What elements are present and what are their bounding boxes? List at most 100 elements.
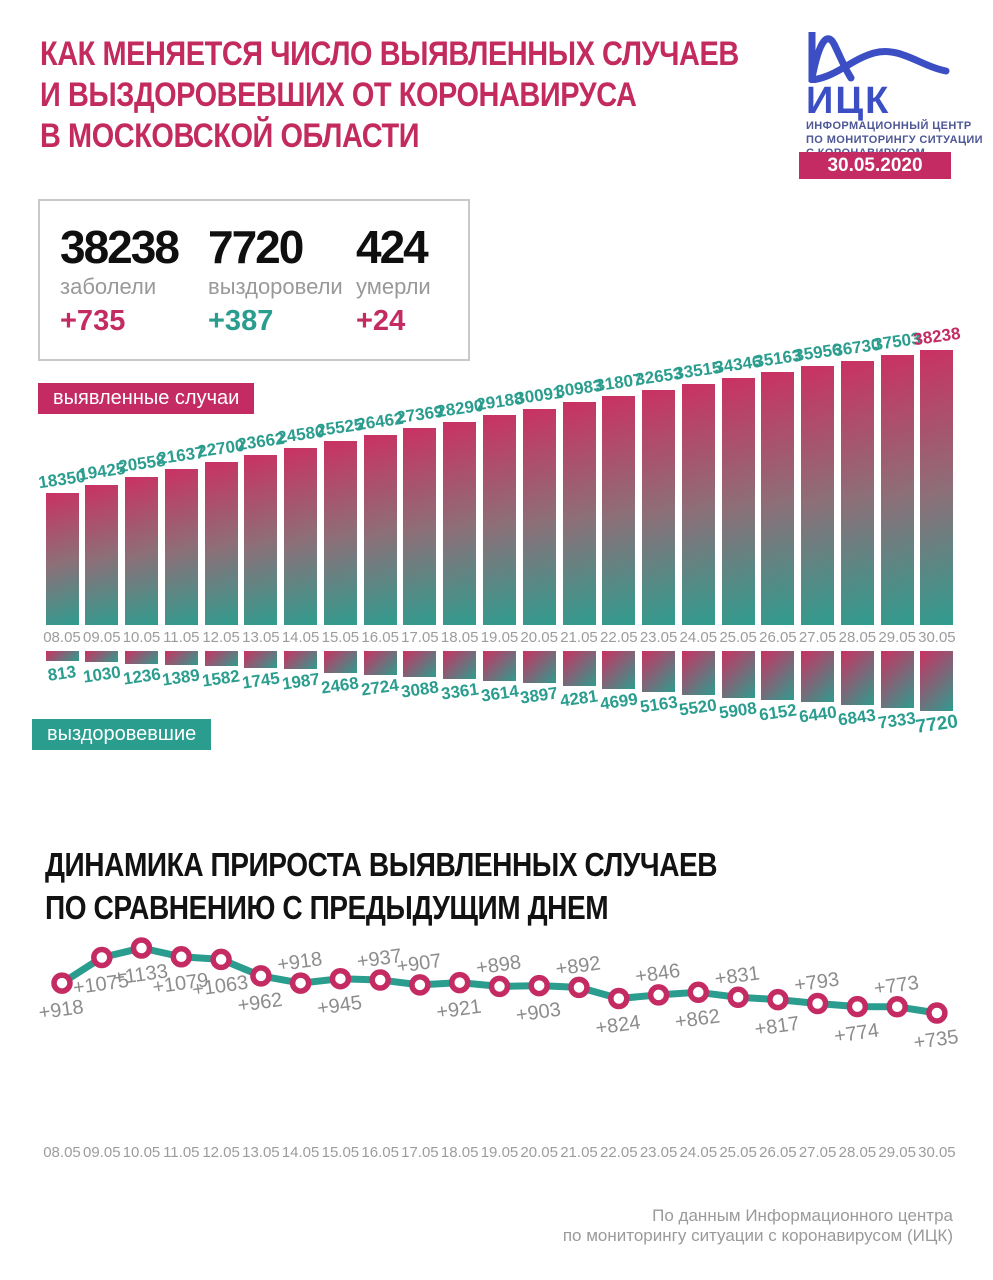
line-point-label: +892 <box>554 952 602 980</box>
detected-bar <box>125 477 158 625</box>
detected-cases-badge: выявленные случаи <box>38 383 255 414</box>
stat-infected: 38238 заболели +735 <box>60 223 208 359</box>
line-point <box>488 975 511 998</box>
line-point-label: +1079 <box>151 969 210 999</box>
date-label: 29.05 <box>878 1144 916 1161</box>
line-point-label: +1075 <box>72 970 131 1000</box>
detected-bar <box>403 428 437 625</box>
recovered-bar <box>403 651 437 677</box>
recovered-bar <box>602 651 636 689</box>
line-point <box>806 992 829 1015</box>
line-point <box>846 995 869 1018</box>
date-label: 13.05 <box>242 1144 280 1161</box>
detected-bar <box>85 485 119 625</box>
stat-infected-value: 38238 <box>60 221 180 273</box>
recovered-bar <box>125 651 158 664</box>
detected-bar <box>642 390 676 625</box>
detected-bar <box>801 366 835 625</box>
stat-died-label: умерли <box>356 274 431 299</box>
line-point-label: +898 <box>475 951 523 979</box>
recovered-bar <box>443 651 477 679</box>
stat-died-delta: +24 <box>356 305 406 337</box>
date-label: 12.05 <box>202 629 240 646</box>
date-label: 24.05 <box>679 1144 718 1161</box>
line-point-label: +862 <box>674 1005 722 1033</box>
recovered-bar <box>801 651 835 702</box>
line-point <box>448 971 471 994</box>
dynamics-title-line-2: ПО СРАВНЕНИЮ С ПРЕДЫДУЩИМ ДНЕМ <box>45 889 609 926</box>
line-point <box>170 946 193 968</box>
date-label: 23.05 <box>639 1144 678 1161</box>
recovered-bar <box>85 651 119 662</box>
date-badge: 30.05.2020 <box>799 152 951 179</box>
line-point-label: +817 <box>753 1013 801 1041</box>
detected-bar <box>244 455 278 625</box>
date-label: 14.05 <box>281 629 320 646</box>
detected-bar <box>880 355 914 625</box>
detected-bar <box>920 350 954 625</box>
date-label: 27.05 <box>798 1144 837 1161</box>
page-title-line-3: В МОСКОВСКОЙ ОБЛАСТИ <box>40 117 420 155</box>
date-label: 29.05 <box>878 629 916 646</box>
date-label: 23.05 <box>639 629 678 646</box>
detected-bar <box>164 469 198 625</box>
date-label: 08.05 <box>43 1144 81 1161</box>
date-label: 30.05 <box>918 629 956 646</box>
date-label: 21.05 <box>560 629 598 646</box>
date-label: 26.05 <box>759 629 797 646</box>
date-label: 25.05 <box>719 629 757 646</box>
logo-subtitle-line-1: ИНФОРМАЦИОННЫЙ ЦЕНТР <box>806 120 972 132</box>
stat-infected-delta: +735 <box>60 305 126 337</box>
stat-recovered-delta: +387 <box>208 305 274 337</box>
line-point <box>329 967 352 990</box>
date-label: 21.05 <box>560 1144 598 1161</box>
line-point-label: +831 <box>713 962 761 990</box>
line-point-label: +793 <box>793 969 841 997</box>
date-label: 09.05 <box>83 629 121 646</box>
logo-subtitle-line-2: ПО МОНИТОРИНГУ СИТУАЦИИ <box>806 133 983 146</box>
line-point-label: +846 <box>634 960 682 988</box>
recovered-bar <box>284 651 318 669</box>
date-label: 13.05 <box>242 629 280 646</box>
recovered-bar <box>642 651 676 692</box>
date-label: 15.05 <box>321 1144 360 1161</box>
line-point <box>250 965 272 987</box>
data-source-note: По данным Информационного центра по мони… <box>563 1206 953 1246</box>
recovered-bar <box>164 651 198 665</box>
stat-recovered-value: 7720 <box>208 221 304 273</box>
detected-bar <box>204 462 238 625</box>
line-point <box>608 987 630 1010</box>
line-point <box>289 972 312 994</box>
detected-bar <box>681 384 715 625</box>
recovered-bar <box>522 651 556 683</box>
detected-bar <box>562 402 596 625</box>
line-point <box>210 948 232 971</box>
recovered-bar <box>721 651 755 698</box>
line-point <box>528 974 550 997</box>
line-point <box>369 969 391 991</box>
date-label: 16.05 <box>361 1144 399 1161</box>
date-label: 17.05 <box>401 1144 439 1161</box>
detected-bar <box>761 372 795 625</box>
detected-bar <box>840 361 874 625</box>
date-label: 26.05 <box>759 1144 797 1161</box>
logo-curve-icon <box>808 32 950 83</box>
recovered-bar <box>681 651 715 695</box>
recovered-bar <box>761 651 795 700</box>
dynamics-chart-title: ДИНАМИКА ПРИРОСТА ВЫЯВЛЕННЫХ СЛУЧАЕВ ПО … <box>45 843 718 929</box>
detected-value-label: 38238 <box>912 323 962 350</box>
stat-died-value: 424 <box>356 221 429 273</box>
line-point-label: +945 <box>316 992 364 1020</box>
date-label: 15.05 <box>321 629 360 646</box>
line-point <box>91 946 113 969</box>
line-point <box>926 1002 948 1024</box>
date-label: 30.05 <box>918 1144 956 1161</box>
date-label: 08.05 <box>43 629 81 646</box>
line-point-label: +735 <box>912 1026 960 1054</box>
line-point-label: +1063 <box>191 972 250 1002</box>
line-point-label: +918 <box>37 996 85 1024</box>
date-label: 11.05 <box>163 1144 200 1161</box>
date-label: 19.05 <box>480 1144 519 1161</box>
date-label: 11.05 <box>163 629 200 646</box>
